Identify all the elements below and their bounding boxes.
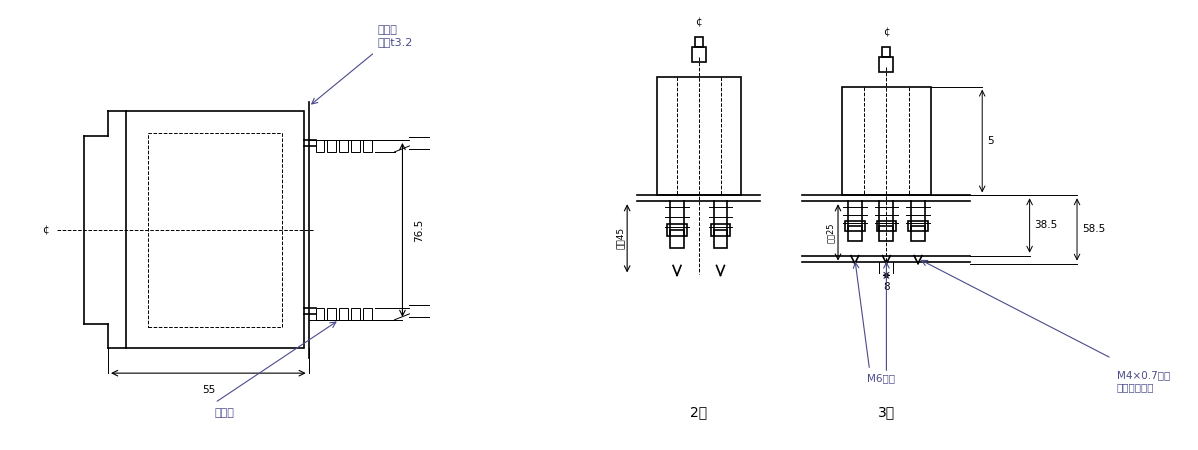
Text: 2極: 2極 [690, 405, 707, 420]
Text: ¢: ¢ [696, 18, 702, 27]
Text: 76.5: 76.5 [415, 218, 424, 242]
Bar [351, 140, 359, 152]
Bar [908, 221, 928, 231]
Text: 最小25: 最小25 [825, 222, 835, 243]
Bar [695, 37, 703, 47]
Bar [315, 308, 325, 320]
Text: M4×0.7ねじ
遮断器取付用: M4×0.7ねじ 遮断器取付用 [1117, 370, 1169, 392]
Bar [842, 87, 931, 195]
Bar [912, 226, 925, 241]
Bar [883, 47, 890, 57]
Bar [710, 224, 731, 236]
Text: 最小45: 最小45 [616, 227, 624, 249]
Bar [667, 224, 686, 236]
Bar [848, 226, 861, 241]
Text: ¢: ¢ [42, 225, 49, 235]
Bar [879, 57, 894, 72]
Bar [845, 221, 865, 231]
Bar [327, 140, 337, 152]
Bar [657, 77, 740, 195]
Text: 取付板
最大t3.2: 取付板 最大t3.2 [377, 25, 413, 47]
Text: 絶縁管: 絶縁管 [214, 408, 235, 418]
Bar [339, 140, 349, 152]
Bar [714, 230, 727, 248]
Text: 38.5: 38.5 [1035, 220, 1058, 230]
Text: 5: 5 [987, 136, 994, 146]
Bar [363, 308, 371, 320]
Bar [363, 140, 371, 152]
Text: 55: 55 [201, 385, 214, 395]
Text: 3極: 3極 [878, 405, 895, 420]
Bar [315, 140, 325, 152]
Text: ¢: ¢ [883, 27, 890, 37]
Bar [670, 230, 684, 248]
Bar [147, 133, 282, 327]
Bar [877, 221, 896, 231]
Bar [327, 308, 337, 320]
Text: 8: 8 [883, 282, 890, 292]
Bar [126, 112, 303, 348]
Bar [879, 226, 894, 241]
Bar [691, 47, 706, 62]
Text: M6ねじ: M6ねじ [867, 373, 895, 383]
Bar [339, 308, 349, 320]
Bar [351, 308, 359, 320]
Text: 58.5: 58.5 [1082, 225, 1106, 234]
